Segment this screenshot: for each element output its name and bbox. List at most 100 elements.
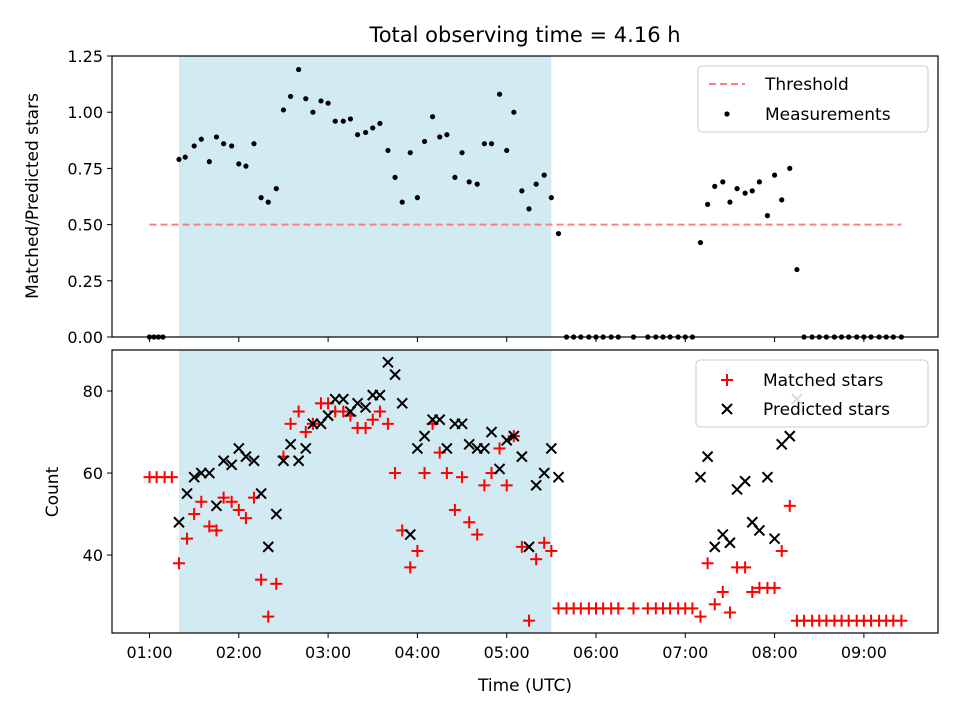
- bottom-plot-frame: [111, 349, 939, 634]
- top-plot-frame: [111, 55, 939, 338]
- measurement-point: [273, 186, 279, 192]
- legend-measurements-swatch: [724, 111, 730, 117]
- predicted-star-marker: [292, 455, 305, 467]
- matched-star-marker: [373, 405, 386, 418]
- predicted-star-marker: [456, 418, 468, 430]
- measurement-point: [787, 165, 793, 171]
- measurement-point: [213, 134, 220, 140]
- predicted-star-marker: [404, 528, 416, 541]
- measurement-point: [727, 199, 733, 205]
- matched-star-marker: [530, 553, 543, 566]
- predicted-star-marker: [784, 430, 796, 442]
- predicted-star-marker: [203, 467, 216, 479]
- predicted-star-marker: [545, 442, 558, 455]
- measurement-point: [452, 174, 458, 180]
- matched-star-marker: [739, 561, 752, 574]
- measurement-point: [749, 188, 755, 194]
- matched-star-marker: [284, 417, 297, 430]
- matched-star-marker: [195, 495, 208, 508]
- matched-star-marker: [471, 528, 484, 541]
- measurement-point: [481, 141, 487, 147]
- measurement-point: [325, 100, 331, 106]
- legend-matched-swatch: [721, 374, 733, 386]
- measurement-point: [548, 195, 554, 201]
- predicted-star-marker: [739, 475, 751, 487]
- matched-star-marker: [292, 405, 305, 418]
- matched-star-marker: [716, 585, 729, 598]
- top-y-tick-label: 0.50: [67, 216, 103, 235]
- predicted-star-marker: [277, 455, 290, 467]
- predicted-star-marker: [418, 430, 431, 442]
- matched-star-marker: [225, 495, 238, 508]
- matched-star-marker: [359, 421, 372, 434]
- measurement-point: [756, 179, 763, 185]
- x-tick-label: 06:00: [573, 643, 619, 662]
- top-chart-title: Total observing time = 4.16 h: [368, 23, 680, 47]
- measurement-point: [794, 266, 800, 273]
- matched-star-marker: [381, 417, 394, 430]
- matched-star-marker: [783, 499, 796, 512]
- predicted-star-marker: [508, 430, 520, 442]
- measurement-point: [705, 201, 711, 207]
- predicted-star-marker: [694, 471, 707, 483]
- matched-star-marker: [203, 520, 216, 533]
- top-panel: Total observing time = 4.16 h 0.00 0.25 0.…: [23, 23, 939, 347]
- matched-star-marker: [270, 577, 283, 590]
- predicted-star-marker: [322, 409, 334, 422]
- bottom-panel: 40 60 80 01:00 02:00 03:00 04:00 05:00 06:00 07:…: [43, 349, 939, 696]
- matched-star-marker: [456, 471, 469, 484]
- matched-star-marker: [239, 512, 252, 525]
- predicted-star-marker: [300, 442, 312, 455]
- top-y-tick-label: 1.00: [67, 103, 103, 122]
- predicted-star-marker: [374, 389, 386, 401]
- matched-star-marker: [612, 602, 625, 615]
- measurement-point: [392, 174, 398, 180]
- measurement-point: [243, 163, 249, 169]
- measurement-point: [496, 91, 503, 97]
- x-axis-label: Time (UTC): [477, 676, 572, 696]
- top-y-tick-label: 1.25: [67, 47, 103, 66]
- top-y-axis-label: Matched/Predicted stars: [23, 93, 43, 299]
- measurement-point: [229, 143, 235, 149]
- measurement-point: [258, 195, 264, 201]
- predicted-star-marker: [441, 442, 453, 455]
- measurement-point: [377, 120, 383, 127]
- measurement-point: [287, 93, 294, 100]
- predicted-star-marker: [389, 368, 401, 381]
- measurement-point: [511, 109, 517, 115]
- predicted-star-marker: [262, 541, 274, 553]
- x-tick-label: 01:00: [126, 643, 172, 662]
- matched-star-marker: [411, 544, 424, 557]
- matched-star-marker: [299, 426, 312, 439]
- measurement-point: [533, 181, 539, 187]
- matched-star-marker: [232, 503, 245, 516]
- x-tick-label: 03:00: [305, 643, 351, 662]
- predicted-star-marker: [478, 442, 491, 455]
- bottom-legend-box: [695, 359, 929, 428]
- measurement-point: [414, 195, 420, 201]
- measurement-point: [198, 136, 204, 142]
- measurement-point: [771, 172, 778, 178]
- matched-star-marker: [493, 442, 506, 455]
- observing-window-shade: [178, 56, 552, 337]
- predicted-star-marker: [434, 414, 446, 426]
- matched-star-marker: [701, 557, 714, 570]
- matched-star-marker: [404, 561, 417, 574]
- measurement-point: [407, 150, 413, 156]
- x-tick-label: 04:00: [394, 643, 440, 662]
- matched-star-marker: [768, 581, 781, 594]
- measurement-point: [488, 141, 495, 147]
- legend-threshold-label: Threshold: [764, 75, 849, 95]
- x-tick-label: 09:00: [841, 643, 887, 662]
- measurement-point: [182, 154, 188, 160]
- predicted-star-marker: [240, 450, 252, 463]
- predicted-star-marker: [500, 434, 513, 446]
- measurement-point: [697, 239, 704, 246]
- matched-star-marker: [500, 479, 513, 492]
- measurement-point: [459, 150, 465, 156]
- matched-star-marker: [746, 585, 759, 598]
- predicted-star-marker: [225, 459, 238, 471]
- predicted-star-marker: [173, 516, 185, 528]
- measurement-point: [429, 114, 436, 120]
- measurement-point: [303, 96, 309, 102]
